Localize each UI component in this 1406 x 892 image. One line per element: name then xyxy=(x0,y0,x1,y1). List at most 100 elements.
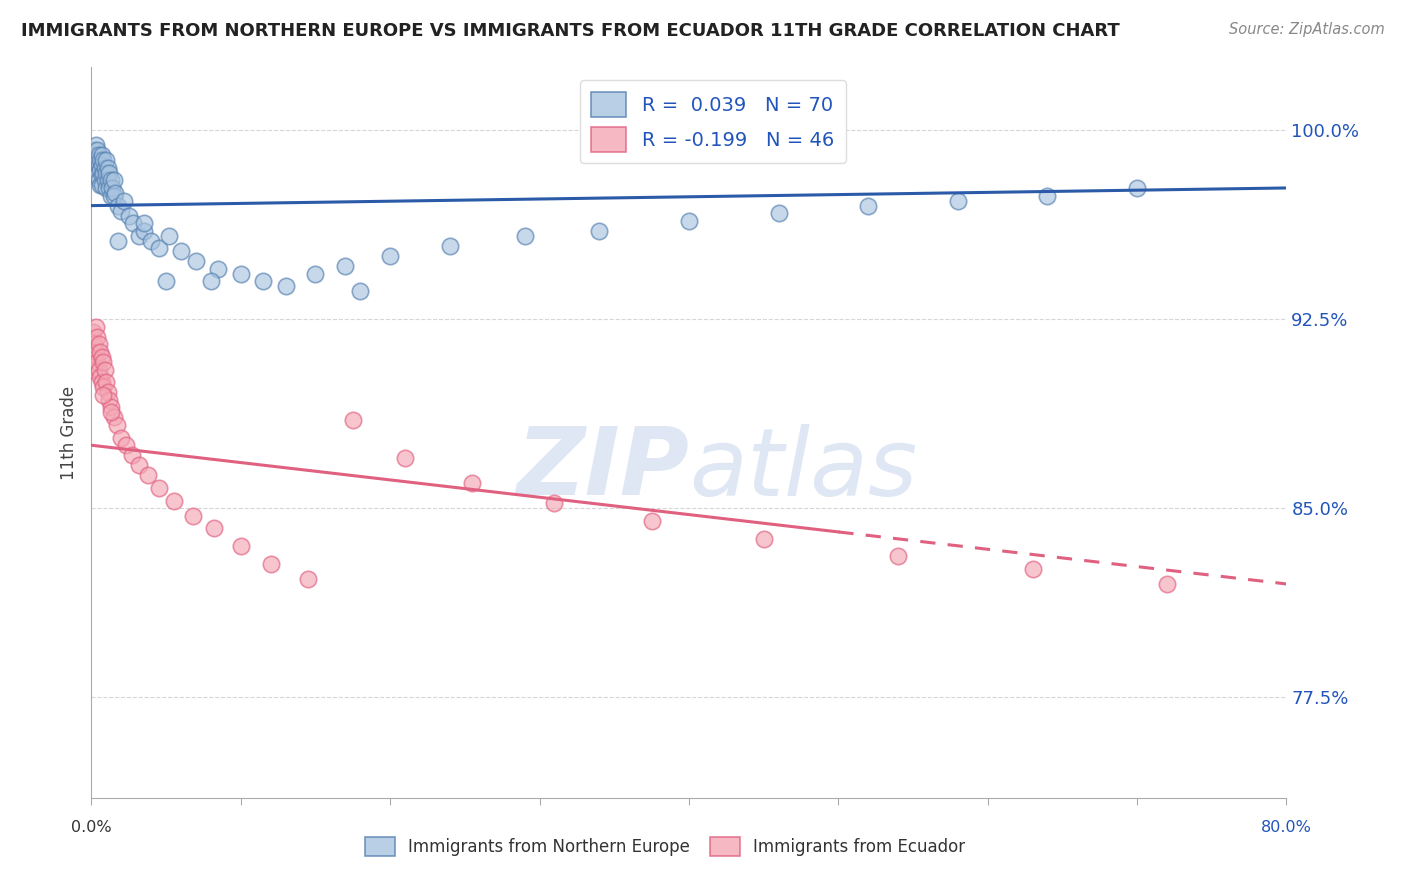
Point xyxy=(259,557,281,571)
Point xyxy=(93,388,115,402)
Point xyxy=(104,186,127,200)
Point xyxy=(1021,562,1043,576)
Point xyxy=(304,267,326,281)
Point xyxy=(83,153,105,168)
Point xyxy=(87,158,110,172)
Point xyxy=(122,216,145,230)
Point xyxy=(90,158,112,172)
Point xyxy=(162,493,184,508)
Y-axis label: 11th Grade: 11th Grade xyxy=(60,385,79,480)
Point xyxy=(89,153,111,168)
Point xyxy=(170,244,193,258)
Point xyxy=(887,549,910,564)
Point xyxy=(110,203,132,218)
Point xyxy=(768,206,790,220)
Point xyxy=(380,249,402,263)
Point xyxy=(181,508,204,523)
Text: 0.0%: 0.0% xyxy=(72,821,111,835)
Text: IMMIGRANTS FROM NORTHERN EUROPE VS IMMIGRANTS FROM ECUADOR 11TH GRADE CORRELATIO: IMMIGRANTS FROM NORTHERN EUROPE VS IMMIG… xyxy=(21,22,1119,40)
Point xyxy=(84,138,107,153)
Point xyxy=(103,410,125,425)
Point xyxy=(89,163,111,178)
Point xyxy=(349,285,371,299)
Point xyxy=(105,418,128,433)
Point xyxy=(132,216,155,230)
Point xyxy=(121,448,143,462)
Point xyxy=(155,274,177,288)
Text: 80.0%: 80.0% xyxy=(1261,821,1312,835)
Point xyxy=(752,532,775,546)
Point xyxy=(98,392,121,407)
Point xyxy=(84,148,107,162)
Point xyxy=(94,362,117,376)
Point xyxy=(100,188,122,202)
Point xyxy=(297,572,319,586)
Point xyxy=(103,188,125,202)
Point xyxy=(543,496,565,510)
Point xyxy=(118,209,141,223)
Point xyxy=(87,337,110,351)
Point xyxy=(107,199,129,213)
Point xyxy=(513,228,536,243)
Point xyxy=(229,539,252,553)
Point xyxy=(96,181,118,195)
Point xyxy=(90,178,112,193)
Point xyxy=(93,153,115,168)
Point xyxy=(207,261,229,276)
Point xyxy=(229,267,252,281)
Point xyxy=(97,173,120,187)
Point xyxy=(342,413,364,427)
Point xyxy=(588,224,610,238)
Text: Source: ZipAtlas.com: Source: ZipAtlas.com xyxy=(1229,22,1385,37)
Point xyxy=(90,350,112,364)
Point xyxy=(252,274,274,288)
Point xyxy=(946,194,969,208)
Point xyxy=(96,153,118,168)
Point xyxy=(93,380,115,394)
Point xyxy=(274,279,297,293)
Point xyxy=(141,234,163,248)
Point xyxy=(83,143,105,157)
Point xyxy=(100,401,122,415)
Point xyxy=(678,213,700,227)
Point xyxy=(90,169,112,183)
Point xyxy=(148,242,170,256)
Point xyxy=(1156,577,1178,591)
Point xyxy=(128,458,150,473)
Point xyxy=(132,224,155,238)
Point xyxy=(110,431,132,445)
Point xyxy=(128,228,150,243)
Point xyxy=(461,476,484,491)
Point xyxy=(394,450,416,465)
Point xyxy=(86,355,108,369)
Text: ZIP: ZIP xyxy=(516,423,689,516)
Point xyxy=(93,166,115,180)
Point xyxy=(114,438,136,452)
Point xyxy=(87,148,110,162)
Point xyxy=(157,228,180,243)
Point xyxy=(94,161,117,175)
Point xyxy=(84,345,107,359)
Point xyxy=(148,481,170,495)
Point xyxy=(202,521,225,535)
Point xyxy=(86,143,108,157)
Point xyxy=(100,405,122,419)
Point xyxy=(89,370,111,384)
Point xyxy=(82,325,104,339)
Point xyxy=(83,337,105,351)
Point xyxy=(87,173,110,187)
Point xyxy=(86,153,108,168)
Point xyxy=(200,274,222,288)
Point xyxy=(89,345,111,359)
Point xyxy=(94,173,117,187)
Point xyxy=(84,319,107,334)
Point xyxy=(1126,181,1149,195)
Legend: Immigrants from Northern Europe, Immigrants from Ecuador: Immigrants from Northern Europe, Immigra… xyxy=(359,830,972,863)
Point xyxy=(640,514,662,528)
Point xyxy=(103,173,125,187)
Point xyxy=(93,355,115,369)
Point xyxy=(87,362,110,376)
Point xyxy=(184,254,207,268)
Point xyxy=(82,148,104,162)
Point xyxy=(97,161,120,175)
